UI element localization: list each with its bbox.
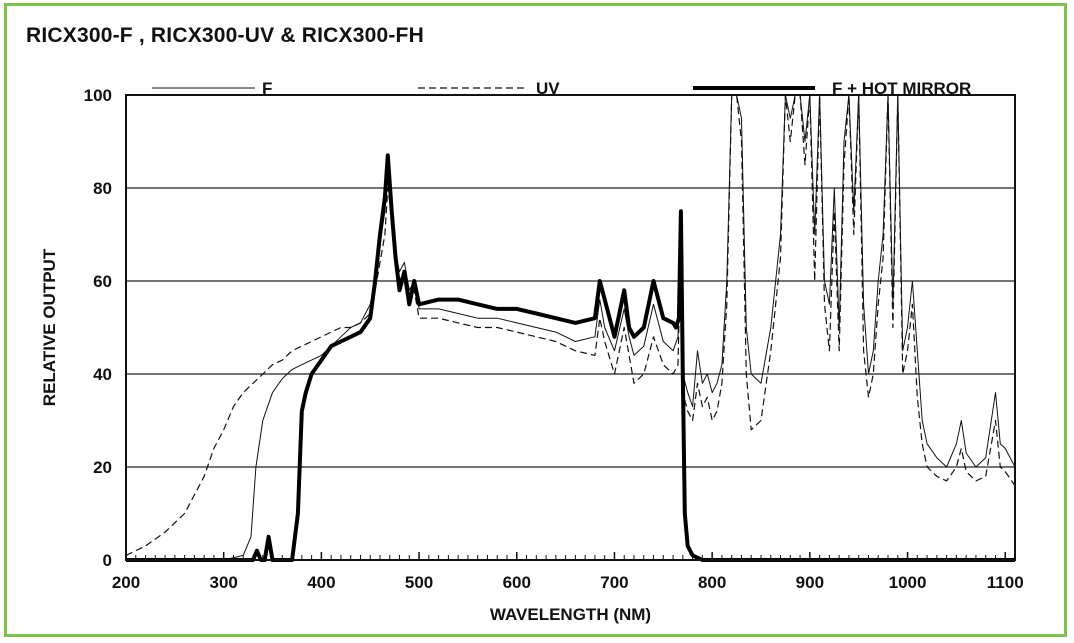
legend-label-2: F + HOT MIRROR [832,79,971,98]
legend-label-1: UV [536,79,560,98]
x-tick-label-500: 500 [405,573,433,592]
axes [125,94,1016,561]
x-tick-label-600: 600 [503,573,531,592]
x-tick-label-800: 800 [698,573,726,592]
y-tick-label-40: 40 [93,365,112,384]
y-tick-label-0: 0 [103,551,112,570]
y-tick-label-100: 100 [84,86,112,105]
legend-label-0: F [262,79,272,98]
series-line-f [126,95,1015,561]
x-tick-label-1100: 1100 [987,573,1024,592]
chart-frame [4,3,1067,637]
series-line-f-hot-mirror [126,153,1015,562]
y-tick-label-20: 20 [93,458,112,477]
tick-labels: 200 300 400 500 600 700 800 900 1000 1100 0 20 40 60 8… [84,86,1024,592]
legend: F UV F + HOT MIRROR [152,79,971,98]
grid-lines [126,94,1015,468]
x-tick-label-700: 700 [600,573,628,592]
x-axis-label: WAVELENGTH (NM) [490,605,651,624]
x-tick-label-200: 200 [112,573,140,592]
chart-title: RICX300-F , RICX300-UV & RICX300-FH [26,24,424,47]
x-tick-label-300: 300 [210,573,238,592]
y-axis-label: RELATIVE OUTPUT [40,248,59,406]
series-line-uv [126,95,1015,556]
x-tick-label-400: 400 [307,573,335,592]
series-group [126,95,1015,562]
x-tick-label-1000: 1000 [889,573,927,592]
y-tick-label-80: 80 [93,179,112,198]
plot-border [125,94,1016,561]
y-tick-label-60: 60 [93,272,112,291]
x-tick-label-900: 900 [796,573,824,592]
